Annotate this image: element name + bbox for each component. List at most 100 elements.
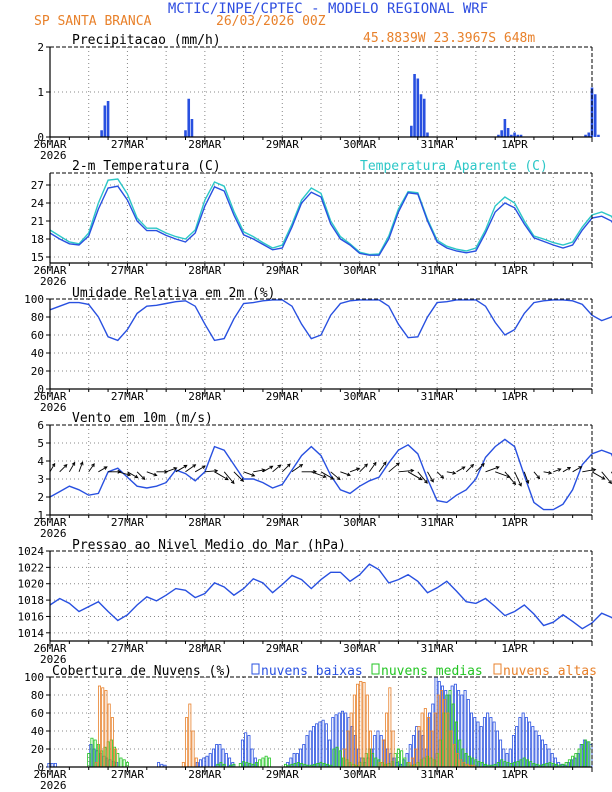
- wind-arrow: [330, 471, 341, 481]
- clouds-year-label: 2026: [40, 779, 67, 792]
- wind-arrow: [388, 462, 400, 473]
- temp-year-label: 2026: [40, 275, 67, 288]
- wind-arrow: [359, 463, 368, 473]
- wind-arrow-head: [557, 468, 562, 472]
- precip-bar: [410, 125, 413, 137]
- wind-arrow-head: [192, 464, 197, 468]
- wind-arrow-head: [395, 462, 400, 467]
- precip-bar: [184, 130, 187, 137]
- wind-arrow: [253, 468, 266, 473]
- wind-arrow: [378, 461, 387, 473]
- pressure-year-label: 2026: [40, 653, 67, 666]
- wind-arrow-head: [452, 470, 457, 475]
- clouds-xtick-label: 26MAR: [33, 768, 66, 781]
- wind-arrow-shaft: [436, 471, 444, 479]
- clouds-xtick-label: 28MAR: [188, 768, 221, 781]
- cloud-bar-mid: [119, 757, 123, 768]
- wind-arrow-shaft: [243, 471, 255, 477]
- wind-arrow-head: [277, 464, 282, 469]
- wind-arrow: [601, 471, 612, 485]
- wind-arrow-shaft: [417, 471, 428, 484]
- precip-bar: [590, 87, 594, 137]
- precip-bar: [516, 134, 520, 137]
- wind-arrow-shaft: [427, 471, 434, 483]
- wind-arrow-shaft: [562, 467, 571, 473]
- wind-arrow-shaft: [378, 461, 387, 473]
- wind-arrow: [514, 471, 522, 487]
- rh-ytick-label: 20: [31, 365, 44, 378]
- clouds-xtick-label: 27MAR: [111, 768, 144, 781]
- cloud-bar-low: [531, 726, 535, 768]
- rh-xtick-label: 31MAR: [421, 390, 454, 403]
- precip-bar: [190, 119, 194, 137]
- wind-arrow-head: [117, 469, 122, 474]
- wind-arrow: [127, 471, 139, 479]
- cloud-bar-low: [328, 739, 332, 768]
- wind-arrow-shaft: [543, 471, 552, 474]
- wind-arrow: [281, 463, 291, 473]
- precip-bar: [419, 94, 423, 137]
- wind-arrow-shaft: [495, 471, 510, 478]
- wind-arrow-head: [548, 470, 553, 475]
- wind-panel: 1 2 3 4 5 6 26MAR 27MAR 28MAR 29MAR 30MAR 31MAR 1APR…: [33, 419, 612, 540]
- run-time: 26/03/2026 00Z: [216, 14, 326, 29]
- cloud-bar-low: [541, 739, 545, 768]
- wind-arrow-shaft: [582, 469, 596, 473]
- wind-arrow: [533, 471, 541, 480]
- wind-arrow-head: [608, 480, 612, 485]
- wind-arrow-head: [440, 474, 445, 479]
- legend-swatch-mid: [371, 663, 380, 675]
- wind-arrow: [465, 463, 475, 473]
- pressure-ytick-label: 1018: [18, 594, 45, 607]
- temp-xtick-label: 29MAR: [266, 264, 299, 277]
- wind-arrow: [98, 466, 108, 473]
- wind-arrow-shaft: [291, 464, 303, 473]
- wind-arrow-head: [251, 473, 256, 477]
- pressure-ytick-label: 1024: [18, 545, 45, 558]
- wind-arrow-head: [240, 478, 244, 482]
- wind-arrow: [485, 465, 500, 473]
- precip-bar: [103, 105, 107, 137]
- wind-arrow-head: [578, 466, 583, 470]
- cloud-bar-mid: [122, 759, 126, 768]
- clouds-xtick-label: 31MAR: [421, 768, 454, 781]
- wind-arrow-shaft: [136, 471, 146, 480]
- wind-arrow-head: [336, 476, 341, 481]
- cloud-bar-high: [185, 717, 189, 768]
- cloud-bar-low: [315, 723, 319, 768]
- rh-year-label: 2026: [40, 401, 67, 414]
- precip-xtick-label: 26MAR: [33, 138, 66, 151]
- temp-title: 2-m Temperatura (C): [72, 159, 221, 174]
- precip-xtick-label: 27MAR: [111, 138, 144, 151]
- wind-arrow-head: [495, 465, 500, 470]
- clouds-ytick-label: 40: [31, 725, 44, 738]
- clouds-title: Cobertura de Nuvens (%): [52, 664, 232, 679]
- wind-arrow-head: [430, 478, 434, 483]
- precip-bar: [597, 134, 600, 137]
- wind-arrow-head: [201, 465, 206, 470]
- rh-ytick-label: 40: [31, 347, 44, 360]
- wind-arrow: [146, 471, 158, 477]
- wind-arrow: [591, 471, 606, 480]
- wind-arrow-shaft: [533, 471, 540, 479]
- wind-arrow-head: [601, 476, 606, 480]
- wind-arrow-head: [330, 476, 335, 480]
- wind-arrow: [194, 465, 206, 473]
- wind-arrow-shaft: [485, 466, 500, 473]
- wind-arrow-shaft: [407, 471, 422, 481]
- wind-arrow-head: [224, 476, 229, 481]
- wind-arrow-shaft: [262, 465, 273, 473]
- rh-xtick-label: 27MAR: [111, 390, 144, 403]
- wind-arrow-head: [141, 476, 146, 481]
- wind-arrow: [456, 466, 466, 473]
- cloud-bar-low: [205, 755, 209, 768]
- pressure-xtick-label: 26MAR: [33, 642, 66, 655]
- temp-xtick-label: 27MAR: [111, 264, 144, 277]
- rh-xtick-label: 26MAR: [33, 390, 66, 403]
- cloud-bar-high: [362, 682, 366, 768]
- wind-arrow-shaft: [465, 464, 474, 473]
- wind-year-label: 2026: [40, 527, 67, 540]
- cloud-bar-high: [181, 762, 185, 768]
- clouds-ytick-label: 80: [31, 689, 44, 702]
